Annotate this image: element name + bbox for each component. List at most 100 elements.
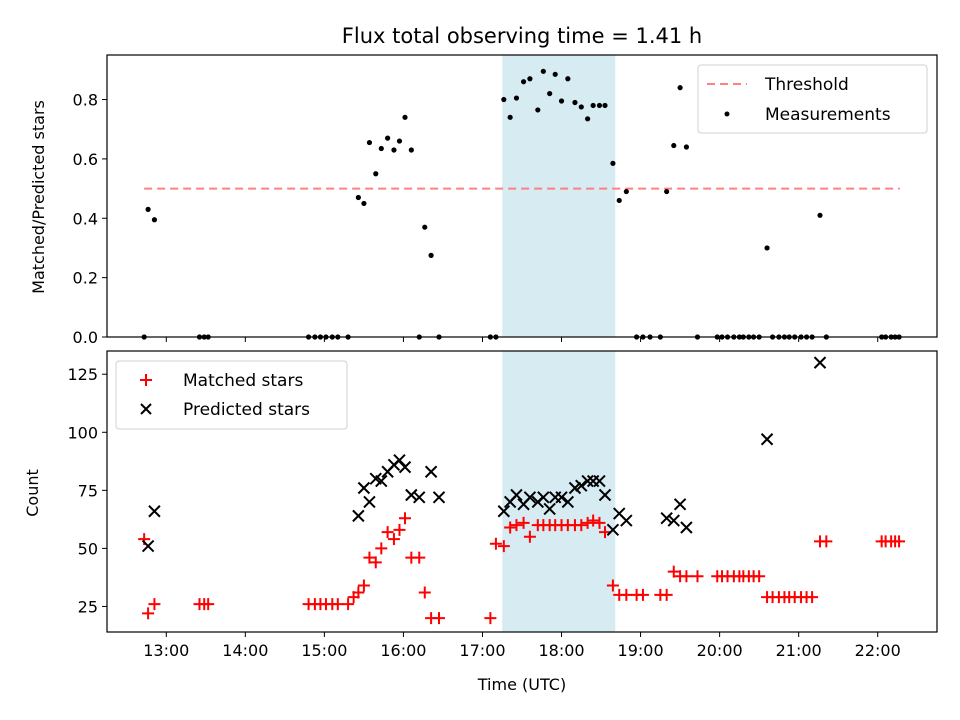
measurement-point	[151, 217, 158, 223]
predicted-stars-point	[593, 474, 606, 488]
matched-stars-point	[489, 537, 502, 550]
predicted-stars-point	[667, 514, 680, 527]
measurement-point	[428, 252, 434, 258]
measurement-point	[578, 104, 584, 110]
matched-stars-point	[148, 598, 161, 611]
legend-predicted-swatch	[140, 403, 152, 415]
matched-stars-point	[381, 526, 394, 539]
measurement-point	[664, 188, 670, 195]
measurement-point	[610, 160, 616, 166]
x-axis-label: Time (UTC)	[477, 675, 566, 694]
matched-stars-point	[660, 588, 673, 601]
measurement-point	[507, 114, 513, 120]
matched-stars-point	[893, 535, 906, 548]
legend-measurements-swatch	[724, 111, 730, 117]
matched-stars-point	[599, 526, 611, 539]
predicted-stars-point	[393, 453, 406, 467]
predicted-stars-point	[555, 491, 568, 504]
matched-stars-point	[497, 540, 510, 553]
predicted-stars-point	[543, 502, 556, 516]
measurement-point	[596, 102, 603, 109]
x-tick-label: 18:00	[538, 641, 584, 660]
bottom-panel-y-ticks: 25 50 75 100 125	[67, 365, 107, 616]
predicted-stars-point	[561, 495, 575, 509]
matched-stars-point	[202, 598, 215, 611]
matched-stars-point	[393, 523, 406, 536]
matched-stars-point	[806, 591, 819, 604]
bottom-panel-marks	[138, 356, 906, 625]
top-panel-ratio: 0.00.20.40.60.8 Matched/Predicted stars …	[29, 54, 938, 347]
matched-stars-point	[413, 551, 426, 564]
matched-stars-point	[484, 612, 497, 625]
measurement-point	[145, 206, 151, 212]
y-tick-label: 0.4	[73, 209, 98, 228]
top-panel-y-ticks: 0.0 0.2 0.4 0.6 0.8	[73, 91, 107, 347]
matched-stars-point	[606, 579, 619, 592]
x-tick-label: 17:00	[459, 641, 505, 660]
top-legend-box	[697, 64, 928, 134]
top-panel-y-label: Matched/Predicted stars	[29, 100, 48, 294]
measurement-point	[366, 139, 373, 146]
measurement-point	[355, 194, 361, 201]
x-tick-label: 15:00	[301, 641, 347, 660]
measurement-point	[623, 188, 629, 195]
measurement-point	[385, 135, 391, 141]
measurement-point	[817, 212, 823, 218]
predicted-stars-point	[413, 491, 426, 504]
matched-stars-point	[820, 535, 833, 548]
matched-stars-point	[369, 556, 382, 569]
matched-stars-point	[387, 533, 400, 546]
measurement-point	[616, 197, 622, 204]
bottom-panel-legend: Matched stars Predicted stars	[115, 360, 348, 430]
legend-predicted-label: Predicted stars	[183, 400, 310, 420]
measurement-point	[558, 98, 565, 104]
top-panel-legend: Threshold Measurements	[697, 64, 928, 134]
y-tick-label: 0.0	[73, 328, 98, 347]
x-tick-label: 19:00	[618, 641, 664, 660]
measurement-point	[520, 79, 527, 85]
predicted-stars-point	[432, 491, 446, 504]
matched-stars-point	[357, 579, 370, 592]
matched-stars-point	[433, 612, 445, 625]
x-tick-label: 14:00	[222, 641, 268, 660]
predicted-stars-point	[405, 488, 418, 502]
predicted-stars-point	[673, 498, 687, 511]
chart-title: Flux total observing time = 1.41 h	[342, 24, 702, 48]
matched-stars-point	[620, 588, 633, 601]
measurement-point	[501, 96, 507, 103]
matched-stars-point	[352, 586, 365, 599]
legend-measurements-label: Measurements	[765, 105, 891, 125]
matched-stars-point	[667, 565, 680, 578]
measurement-point	[527, 76, 533, 82]
bottom-legend-box	[115, 360, 348, 430]
predicted-stars-point	[375, 474, 388, 488]
matched-stars-point	[581, 516, 594, 529]
measurement-point	[373, 171, 379, 177]
measurement-point	[602, 102, 608, 109]
matched-stars-point	[399, 512, 412, 525]
matched-stars-point	[691, 570, 704, 583]
y-tick-label: 0.8	[73, 91, 98, 110]
matched-stars-point	[504, 521, 517, 534]
y-tick-label: 125	[67, 365, 98, 384]
matched-stars-point	[575, 519, 588, 532]
predicted-stars-point	[660, 511, 673, 525]
matched-stars-point	[418, 586, 431, 599]
predicted-stars-point	[575, 479, 588, 492]
matched-stars-point	[142, 607, 155, 620]
measurement-point	[361, 200, 367, 207]
measurement-point	[590, 102, 596, 109]
measurement-point	[540, 68, 546, 74]
measurement-point	[402, 114, 408, 120]
measurement-point	[683, 144, 690, 150]
measurement-point	[671, 142, 677, 149]
matched-stars-point	[593, 516, 606, 529]
measurement-point	[565, 76, 571, 82]
predicted-stars-point	[510, 488, 523, 502]
predicted-stars-point	[813, 356, 827, 369]
y-tick-label: 25	[78, 597, 98, 616]
legend-matched-label: Matched stars	[183, 371, 303, 391]
measurement-point	[585, 116, 591, 122]
predicted-stars-point	[398, 460, 412, 474]
